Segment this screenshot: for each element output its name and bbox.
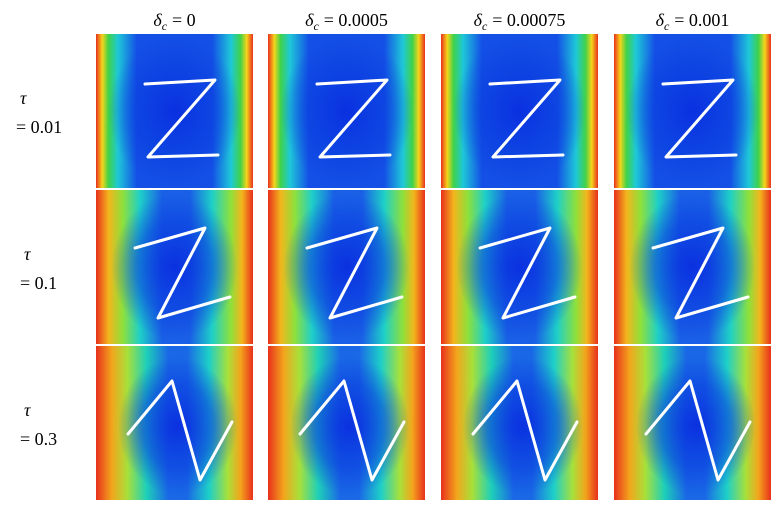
field-core (283, 193, 410, 341)
simulation-panel (441, 346, 598, 500)
crack-path (471, 379, 579, 482)
row-symbol: τ (24, 244, 31, 264)
field-core (629, 193, 756, 341)
symbol: δ (474, 10, 483, 30)
field-core (453, 34, 586, 188)
field-core (117, 356, 238, 496)
row-value: = 0.1 (20, 273, 57, 293)
row-symbol: τ (20, 88, 27, 108)
crack-path (488, 78, 565, 159)
field-core (280, 34, 413, 188)
column-header: δc = 0.0005 (305, 10, 388, 33)
row-value: = 0.01 (16, 117, 62, 137)
field-core (635, 356, 756, 496)
simulation-panel (614, 346, 771, 500)
crack-path (143, 78, 220, 159)
crack-path (644, 379, 752, 482)
value: = 0.0005 (324, 10, 388, 30)
value: = 0.00075 (492, 10, 565, 30)
simulation-panel (441, 34, 598, 188)
crack-path (315, 78, 392, 159)
field-core (626, 34, 759, 188)
symbol: δ (305, 10, 314, 30)
crack-path (133, 226, 232, 320)
crack-path (126, 379, 234, 482)
symbol: δ (153, 10, 162, 30)
simulation-panel (614, 190, 771, 344)
subscript: c (313, 19, 319, 33)
value: = 0.001 (674, 10, 729, 30)
simulation-panel (614, 34, 771, 188)
crack-path (661, 78, 738, 159)
simulation-panel (96, 190, 253, 344)
field-core (289, 356, 410, 496)
simulation-panel (268, 346, 425, 500)
symbol: δ (656, 10, 665, 30)
column-header: δc = 0.001 (656, 10, 730, 33)
crack-path (305, 226, 404, 320)
value: = 0 (172, 10, 196, 30)
crack-path (298, 379, 406, 482)
row-symbol: τ (24, 400, 31, 420)
field-core (462, 356, 583, 496)
subscript: c (162, 19, 168, 33)
crack-path (651, 226, 750, 320)
subscript: c (482, 19, 488, 33)
subscript: c (664, 19, 670, 33)
simulation-panel (96, 34, 253, 188)
crack-path (478, 226, 577, 320)
simulation-panel (268, 190, 425, 344)
column-header: δc = 0.00075 (474, 10, 566, 33)
simulation-panel (441, 190, 598, 344)
field-core (108, 34, 241, 188)
simulation-panel (96, 346, 253, 500)
row-value: = 0.3 (20, 429, 57, 449)
field-core (111, 193, 238, 341)
column-header: δc = 0 (153, 10, 195, 33)
simulation-panel (268, 34, 425, 188)
field-core (456, 193, 583, 341)
